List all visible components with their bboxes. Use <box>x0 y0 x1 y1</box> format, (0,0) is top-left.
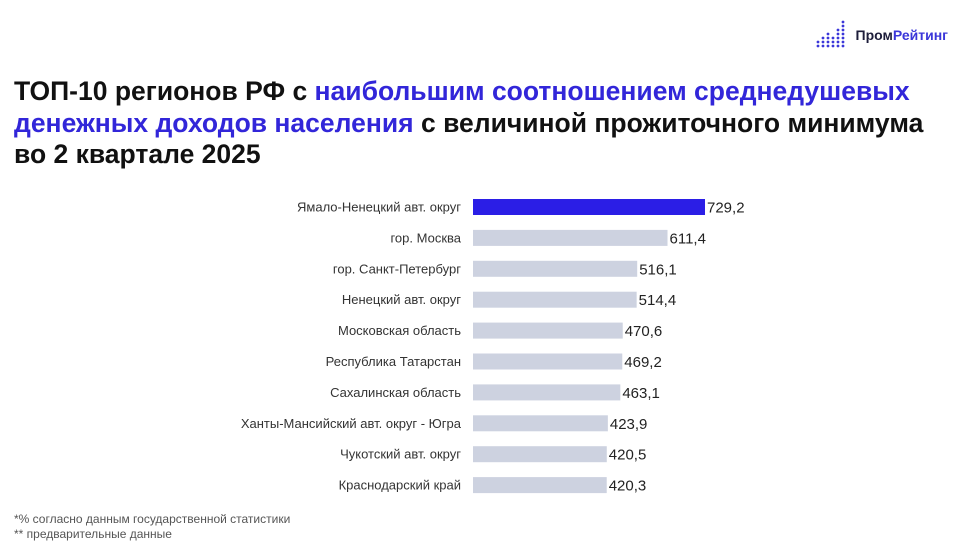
category-label: Республика Татарстан <box>326 354 461 369</box>
page-title: ТОП-10 регионов РФ с наибольшим соотноше… <box>14 76 944 171</box>
category-label: Краснодарский край <box>339 478 461 493</box>
value-label: 463,1 <box>622 385 660 402</box>
value-label: 516,1 <box>639 261 677 278</box>
logo-text-part2: Рейтинг <box>892 27 948 43</box>
bar <box>473 229 668 246</box>
category-label: гор. Москва <box>390 230 461 245</box>
bar <box>473 322 623 339</box>
footnote-1: *% согласно данным государственной стати… <box>14 512 291 526</box>
bar <box>473 415 608 432</box>
value-label: 470,6 <box>625 323 663 340</box>
bar <box>473 260 638 277</box>
value-label: 469,2 <box>624 354 662 371</box>
bar <box>473 199 705 215</box>
bar <box>473 291 637 308</box>
title-part2: с величиной прожиточного минимума во 2 к… <box>14 107 924 170</box>
footnotes: *% согласно данным государственной стати… <box>14 512 290 542</box>
title-highlight: наибольшим соотношением среднедушевых де… <box>14 76 910 138</box>
title-part1: ТОП-10 регионов РФ с <box>14 76 315 106</box>
bar <box>473 353 623 370</box>
logo-text-part1: Пром <box>855 27 893 43</box>
value-label: 514,4 <box>639 292 677 309</box>
category-label: Ханты-Мансийский авт. округ - Югра <box>241 416 462 431</box>
category-label: Ненецкий авт. округ <box>342 292 461 307</box>
value-label: 611,4 <box>670 230 706 247</box>
bar <box>473 477 607 494</box>
footnote-2: ** предварительные данные <box>14 527 172 541</box>
value-label: 729,2 <box>707 200 745 217</box>
value-label: 420,3 <box>609 478 647 495</box>
logo: ПромРейтинг <box>816 20 948 50</box>
category-label: Сахалинская область <box>330 385 461 400</box>
value-label: 423,9 <box>610 416 648 433</box>
bar <box>473 446 607 463</box>
bar <box>473 384 621 401</box>
value-label: 420,5 <box>609 447 647 464</box>
bar-dots-logo-icon <box>816 20 844 48</box>
category-label: Ямало-Ненецкий авт. округ <box>297 200 461 215</box>
category-label: Московская область <box>338 323 461 338</box>
category-label: гор. Санкт-Петербург <box>333 261 461 276</box>
category-label: Чукотский авт. округ <box>340 447 461 462</box>
bar-chart: Ямало-Ненецкий авт. округ 729,2 гор. Москв… <box>241 199 745 495</box>
logo-text: ПромРейтинг <box>856 27 948 43</box>
